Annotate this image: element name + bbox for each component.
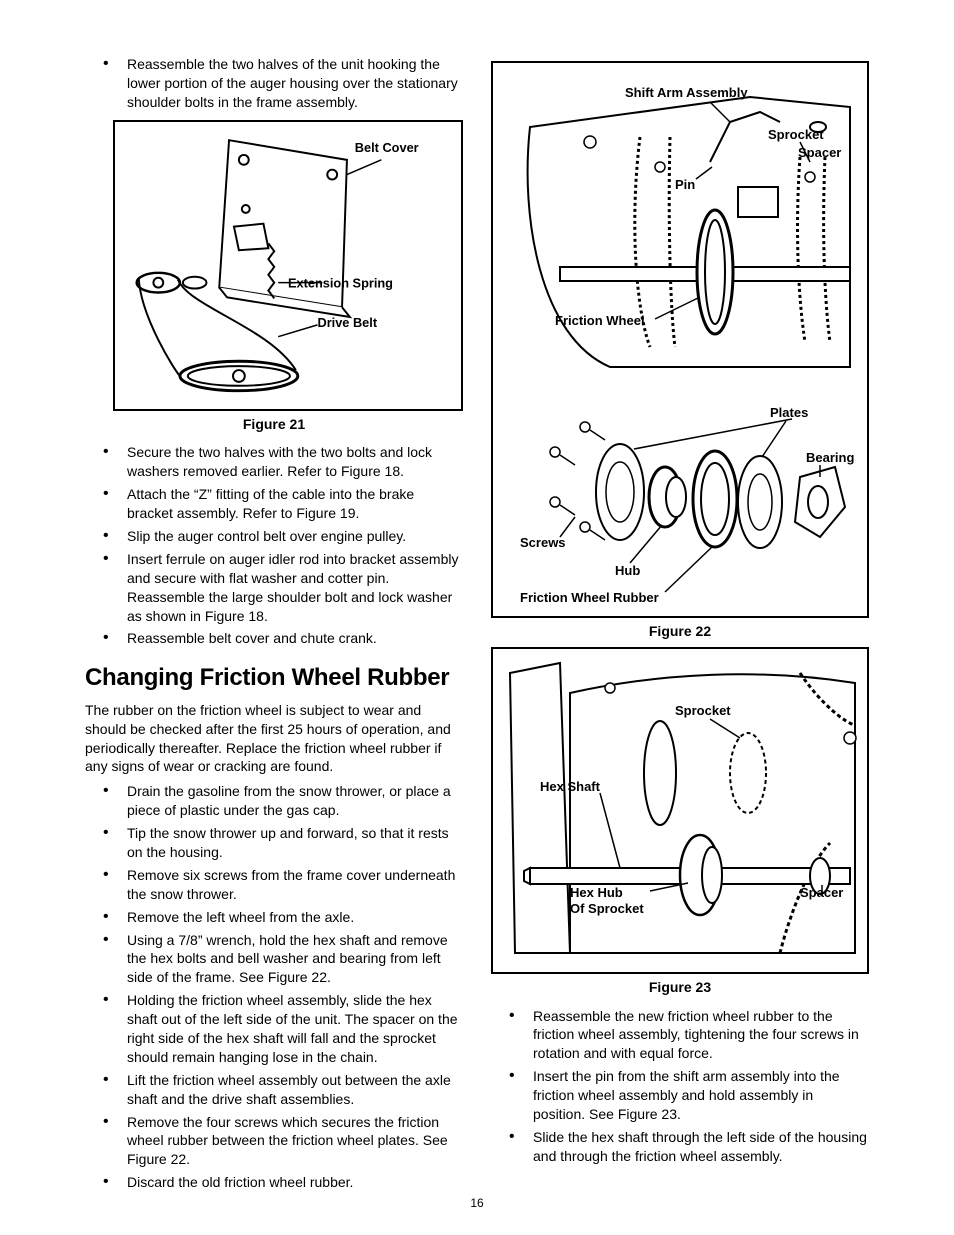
list-item: Remove the left wheel from the axle.	[99, 908, 463, 927]
label-bearing: Bearing	[806, 450, 854, 465]
list-item: Lift the friction wheel assembly out bet…	[99, 1071, 463, 1109]
label-sprocket-23: Sprocket	[675, 703, 731, 718]
right-bullet-list: Reassemble the new friction wheel rubber…	[491, 1007, 869, 1166]
figure-23-svg: Sprocket Hex Shaft Hex Hub Of Sprocket S…	[497, 653, 863, 963]
top-bullet-list: Reassemble the two halves of the unit ho…	[85, 55, 463, 112]
label-sprocket: Sprocket	[768, 127, 824, 142]
figure-21-box: Belt Cover Extension Spring Drive Belt	[113, 120, 463, 411]
list-item: Slip the auger control belt over engine …	[99, 527, 463, 546]
mid-bullet-list: Secure the two halves with the two bolts…	[85, 443, 463, 648]
right-column: Shift Arm Assembly Sprocket Spacer Pin F…	[491, 55, 869, 1196]
page-number: 16	[0, 1195, 954, 1211]
list-item: Holding the friction wheel assembly, sli…	[99, 991, 463, 1067]
figure-23-box: Sprocket Hex Shaft Hex Hub Of Sprocket S…	[491, 647, 869, 974]
list-item: Secure the two halves with the two bolts…	[99, 443, 463, 481]
list-item: Attach the “Z” fitting of the cable into…	[99, 485, 463, 523]
label-spacer: Spacer	[798, 145, 841, 160]
page-columns: Reassemble the two halves of the unit ho…	[85, 55, 869, 1196]
label-hex-hub-l1: Hex Hub	[570, 885, 623, 900]
label-plates: Plates	[770, 405, 808, 420]
list-item: Using a 7/8” wrench, hold the hex shaft …	[99, 931, 463, 988]
list-item: Slide the hex shaft through the left sid…	[505, 1128, 869, 1166]
label-extension-spring: Extension Spring	[288, 275, 393, 290]
list-item: Discard the old friction wheel rubber.	[99, 1173, 463, 1192]
list-item: Reassemble the two halves of the unit ho…	[99, 55, 463, 112]
list-item: Reassemble belt cover and chute crank.	[99, 629, 463, 648]
list-item: Insert ferrule on auger idler rod into b…	[99, 550, 463, 626]
figure-22-svg: Shift Arm Assembly Sprocket Spacer Pin F…	[497, 67, 863, 607]
label-friction-wheel: Friction Wheel	[555, 313, 645, 328]
figure-22-box: Shift Arm Assembly Sprocket Spacer Pin F…	[491, 61, 869, 618]
label-hub: Hub	[615, 563, 640, 578]
list-item: Insert the pin from the shift arm assemb…	[505, 1067, 869, 1124]
label-friction-wheel-rubber: Friction Wheel Rubber	[520, 590, 659, 605]
section-heading: Changing Friction Wheel Rubber	[85, 662, 463, 694]
section-bullet-list: Drain the gasoline from the snow thrower…	[85, 782, 463, 1192]
figure-21-svg: Belt Cover Extension Spring Drive Belt	[121, 128, 455, 398]
label-screws: Screws	[520, 535, 566, 550]
figure-21-caption: Figure 21	[85, 415, 463, 434]
label-shift-arm: Shift Arm Assembly	[625, 85, 748, 100]
left-column: Reassemble the two halves of the unit ho…	[85, 55, 463, 1196]
list-item: Tip the snow thrower up and forward, so …	[99, 824, 463, 862]
label-hex-shaft: Hex Shaft	[540, 779, 601, 794]
label-hex-hub-l2: Of Sprocket	[570, 901, 644, 916]
list-item: Drain the gasoline from the snow thrower…	[99, 782, 463, 820]
figure-22-caption: Figure 22	[491, 622, 869, 641]
label-pin: Pin	[675, 177, 695, 192]
list-item: Remove six screws from the frame cover u…	[99, 866, 463, 904]
label-belt-cover: Belt Cover	[355, 140, 419, 155]
figure-23-caption: Figure 23	[491, 978, 869, 997]
list-item: Remove the four screws which secures the…	[99, 1113, 463, 1170]
list-item: Reassemble the new friction wheel rubber…	[505, 1007, 869, 1064]
section-paragraph: The rubber on the friction wheel is subj…	[85, 701, 463, 777]
label-drive-belt: Drive Belt	[317, 315, 377, 330]
